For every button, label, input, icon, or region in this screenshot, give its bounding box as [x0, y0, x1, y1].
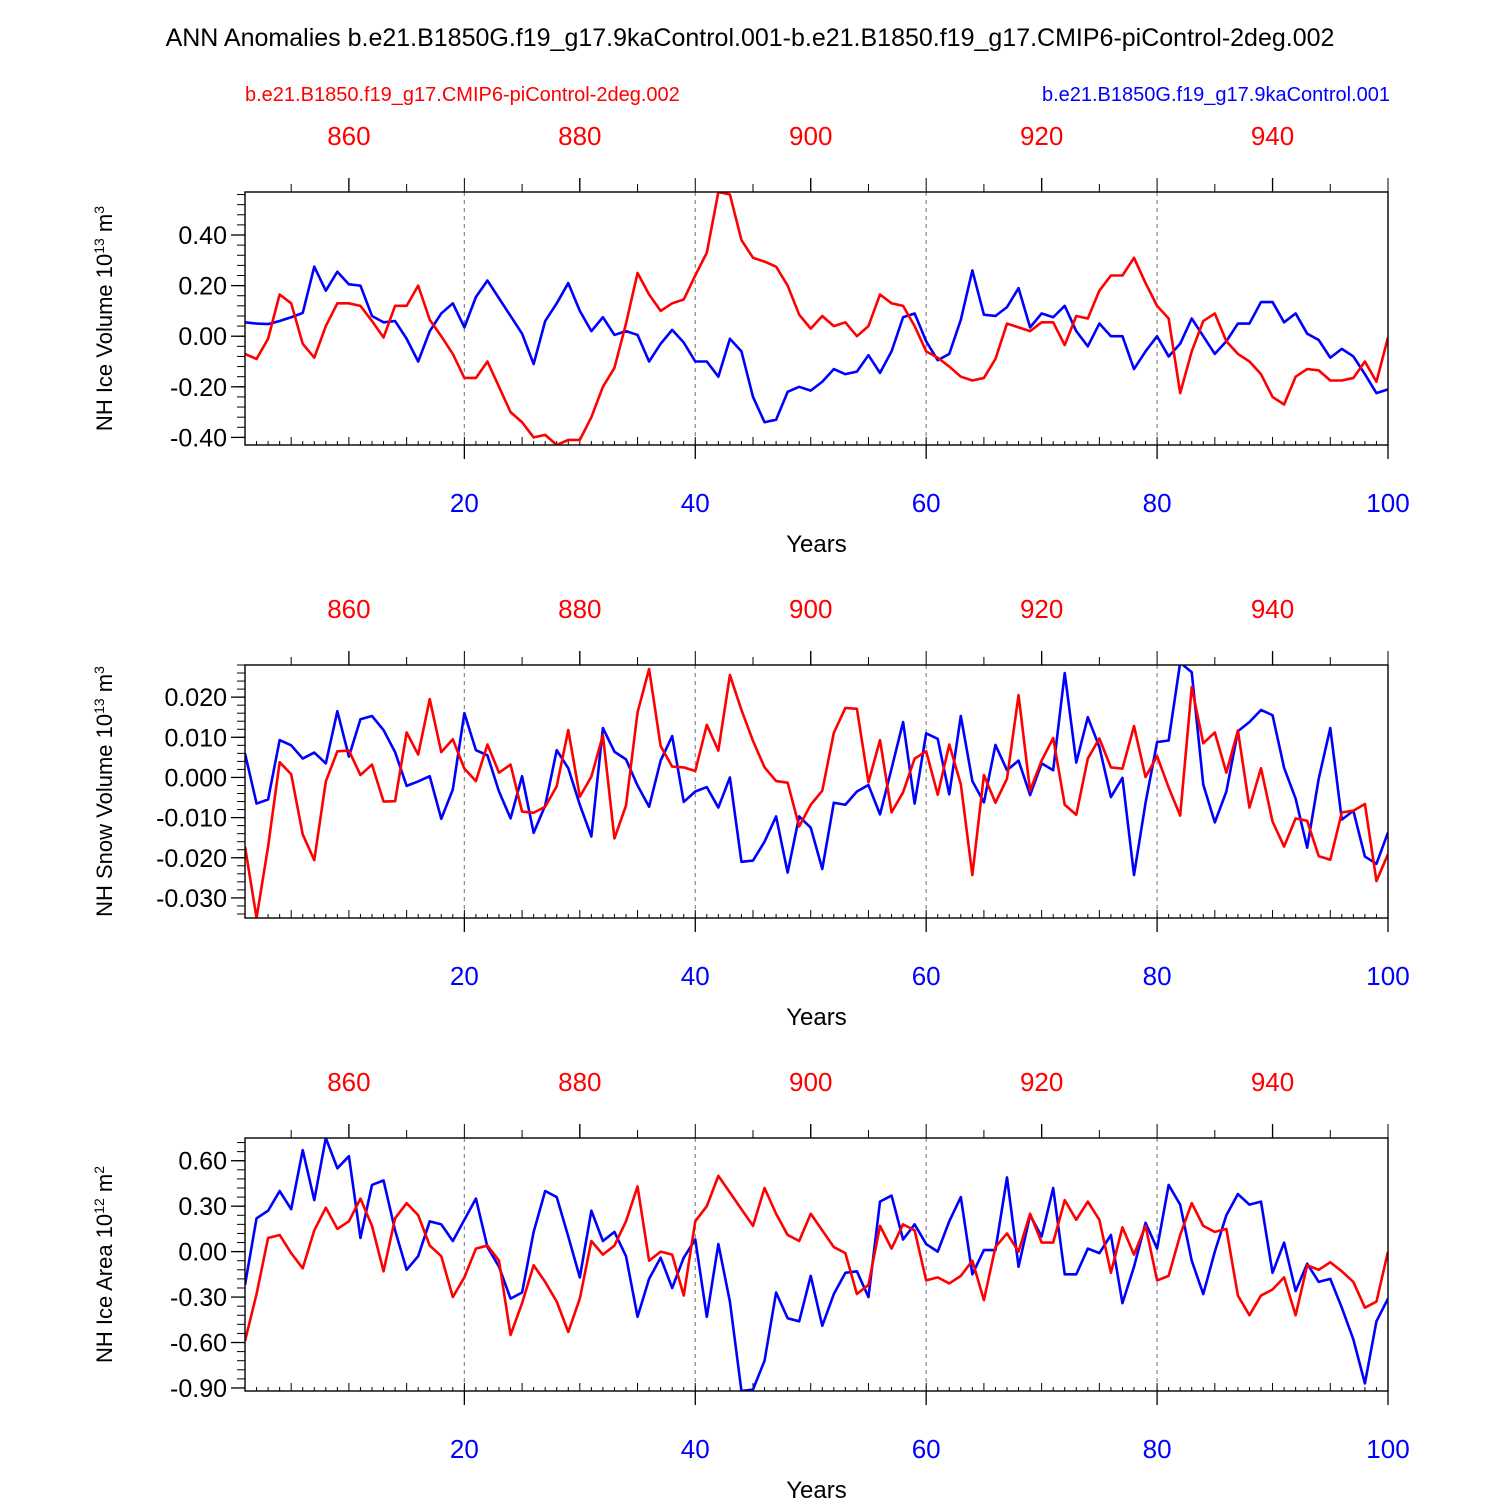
x-tick-label-top: 900	[789, 121, 832, 151]
x-tick-label-top: 900	[789, 1067, 832, 1097]
x-tick-label-bottom: 40	[681, 1434, 710, 1464]
x-tick-label-top: 920	[1020, 1067, 1063, 1097]
y-axis-title: NH Ice Area 1012 m2	[91, 1166, 117, 1363]
x-tick-label-top: 880	[558, 1067, 601, 1097]
legend-red-label: b.e21.B1850.f19_g17.CMIP6-piControl-2deg…	[245, 84, 680, 106]
x-axis-title: Years	[786, 1004, 847, 1031]
y-tick-label: 0.000	[164, 764, 227, 792]
x-tick-label-bottom: 20	[450, 488, 479, 518]
plot-frame	[244, 664, 1389, 919]
x-tick-label-top: 860	[327, 1067, 370, 1097]
y-tick-label: 0.010	[164, 724, 227, 752]
chart-title: ANN Anomalies b.e21.B1850G.f19_g17.9kaCo…	[166, 24, 1335, 52]
x-tick-label-bottom: 100	[1366, 1434, 1409, 1464]
x-tick-label-bottom: 20	[450, 1434, 479, 1464]
x-tick-label-bottom: 20	[450, 961, 479, 991]
x-tick-label-bottom: 60	[912, 961, 941, 991]
y-tick-label: -0.60	[170, 1330, 227, 1358]
panel-3: -0.90 -0.60 -0.30 0.00 0.30 0.60 20 40 60 80 100 86…	[91, 1067, 1410, 1500]
plot-frame	[244, 191, 1389, 446]
series-line-red	[245, 1174, 1388, 1342]
y-tick-label: 0.40	[178, 222, 227, 250]
y-tick-label: 0.20	[178, 273, 227, 301]
y-tick-label: -0.20	[170, 374, 227, 402]
panel-1: -0.40 -0.20 0.00 0.20 0.40 20 40 60 80 100 860 880 9…	[91, 121, 1410, 558]
x-tick-label-top: 920	[1020, 121, 1063, 151]
y-tick-label: 0.020	[164, 684, 227, 712]
x-axis-title: Years	[786, 1477, 847, 1500]
x-tick-label-top: 900	[789, 594, 832, 624]
x-axis-title: Years	[786, 531, 847, 558]
y-tick-label: -0.020	[156, 845, 227, 873]
x-tick-label-top: 860	[327, 594, 370, 624]
x-tick-label-bottom: 60	[912, 488, 941, 518]
x-tick-label-top: 860	[327, 121, 370, 151]
x-tick-label-top: 940	[1251, 121, 1294, 151]
series-line-blue	[245, 265, 1388, 424]
y-tick-label: 0.30	[178, 1193, 227, 1221]
x-tick-label-bottom: 60	[912, 1434, 941, 1464]
y-axis-title: NH Ice Volume 1013 m3	[91, 206, 117, 431]
x-tick-label-bottom: 80	[1143, 1434, 1172, 1464]
x-tick-label-top: 880	[558, 121, 601, 151]
y-tick-label: -0.30	[170, 1284, 227, 1312]
y-tick-label: 0.60	[178, 1148, 227, 1176]
y-axis-title: NH Snow Volume 1013 m3	[91, 666, 117, 917]
panel-2: -0.030 -0.020 -0.010 0.000 0.010 0.020 20 40 60 8…	[91, 594, 1410, 1031]
x-tick-label-top: 940	[1251, 594, 1294, 624]
x-tick-label-bottom: 80	[1143, 488, 1172, 518]
series-line-red	[245, 192, 1388, 445]
x-tick-label-top: 920	[1020, 594, 1063, 624]
y-tick-label: 0.00	[178, 323, 227, 351]
x-tick-label-top: 940	[1251, 1067, 1294, 1097]
x-tick-label-top: 880	[558, 594, 601, 624]
series-line-blue	[245, 665, 1388, 877]
y-tick-label: -0.90	[170, 1375, 227, 1403]
series-line-blue	[245, 1138, 1388, 1391]
y-tick-label: -0.010	[156, 805, 227, 833]
x-tick-label-bottom: 80	[1143, 961, 1172, 991]
plot-frame	[244, 1137, 1389, 1392]
y-tick-label: 0.00	[178, 1239, 227, 1267]
series-line-red	[245, 667, 1388, 918]
y-tick-label: -0.030	[156, 885, 227, 913]
x-tick-label-bottom: 40	[681, 961, 710, 991]
x-tick-label-bottom: 100	[1366, 961, 1409, 991]
y-tick-label: -0.40	[170, 424, 227, 452]
legend-blue-label: b.e21.B1850G.f19_g17.9kaControl.001	[1042, 84, 1390, 106]
x-tick-label-bottom: 40	[681, 488, 710, 518]
x-tick-label-bottom: 100	[1366, 488, 1409, 518]
